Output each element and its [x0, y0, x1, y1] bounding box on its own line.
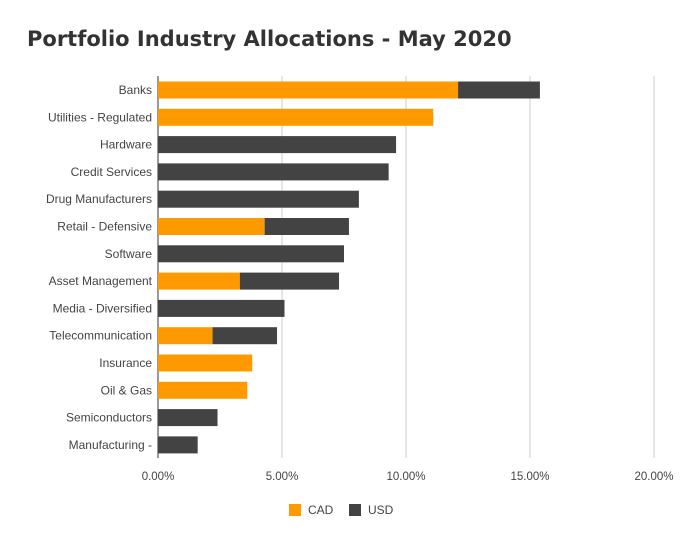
bar-usd	[158, 136, 397, 154]
category-label: Utilities - Regulated	[48, 110, 152, 124]
category-label: Manufacturing -	[69, 438, 152, 452]
bar-usd	[158, 163, 389, 181]
bar-cad	[158, 108, 434, 126]
bar-cad	[158, 218, 265, 235]
category-label: Telecommunication	[49, 329, 152, 343]
bar-usd	[239, 272, 340, 290]
x-tick-label: 15.00%	[510, 471, 549, 483]
x-tick-label: 10.00%	[386, 471, 425, 483]
legend-swatch-cad	[289, 504, 301, 516]
x-tick-label: 20.00%	[634, 471, 673, 483]
bar-usd	[158, 299, 285, 317]
category-label: Retail - Defensive	[57, 220, 152, 234]
category-label: Asset Management	[49, 274, 153, 288]
legend-swatch-usd	[349, 504, 361, 516]
legend-label-usd: USD	[368, 503, 394, 517]
category-label: Oil & Gas	[101, 383, 152, 397]
bar-usd	[264, 218, 349, 235]
category-label: Credit Services	[71, 165, 152, 179]
category-label: Drug Manufacturers	[46, 192, 152, 206]
bar-usd	[458, 81, 540, 99]
legend-label-cad: CAD	[308, 503, 334, 517]
bar-cad	[158, 272, 240, 290]
category-label: Software	[105, 247, 153, 261]
bar-cad	[158, 354, 253, 372]
bar-cad	[158, 81, 459, 99]
bar-usd	[158, 409, 218, 427]
chart-title: Portfolio Industry Allocations - May 202…	[27, 27, 512, 51]
bar-usd	[158, 245, 344, 263]
x-tick-label: 0.00%	[142, 471, 175, 483]
bar-usd	[158, 190, 359, 208]
bar-cad	[158, 381, 248, 399]
category-label: Hardware	[100, 138, 152, 152]
category-label: Banks	[119, 83, 152, 97]
category-label: Semiconductors	[66, 411, 152, 425]
bar-usd	[158, 436, 198, 454]
x-tick-label: 5.00%	[266, 471, 299, 483]
bar-cad	[158, 327, 213, 345]
category-label: Insurance	[99, 356, 152, 370]
bar-usd	[212, 327, 278, 345]
category-label: Media - Diversified	[53, 301, 152, 315]
